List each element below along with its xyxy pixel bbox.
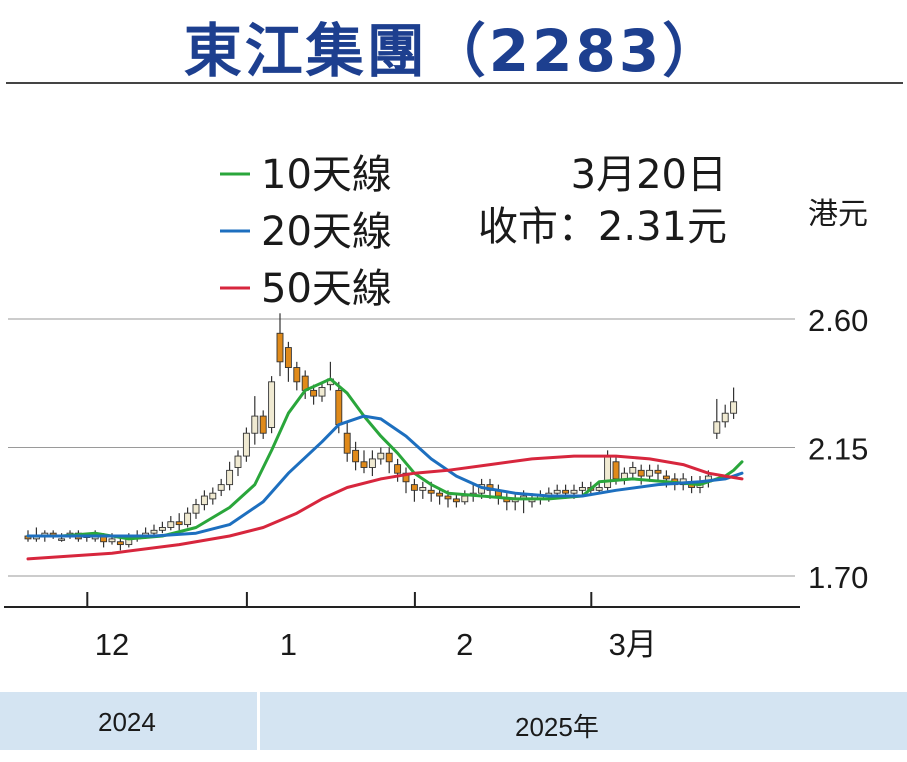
candle-body [251, 415, 259, 434]
candle-body [284, 347, 292, 368]
candle-body [167, 521, 175, 528]
title-divider [6, 82, 903, 84]
candle-body [377, 452, 385, 460]
legend-label: 20天線 [261, 209, 392, 255]
candle-body [335, 389, 343, 426]
candle-body [452, 498, 460, 503]
x-axis: 12 1 2 3月 [4, 592, 800, 662]
candle-body [553, 489, 561, 494]
candle-body [268, 381, 276, 428]
ma-line-10 [26, 377, 744, 541]
candle-body [646, 469, 654, 477]
candle-body [713, 421, 721, 434]
candle-body [226, 469, 234, 486]
date-label: 3月20日 [571, 152, 727, 198]
candle-body [343, 432, 351, 454]
candle-body [360, 461, 368, 468]
candle-body [721, 412, 729, 423]
candle-body [108, 538, 116, 543]
chart-title: 東江集團（2283） [183, 17, 724, 85]
candle-body [570, 489, 578, 494]
candle-body [612, 461, 620, 480]
ma-line-50 [26, 454, 744, 561]
moving-averages [26, 377, 744, 561]
candle-body [562, 489, 570, 494]
x-tick-label: 12 [95, 627, 129, 662]
year-divider [257, 692, 260, 750]
candle-body [276, 332, 284, 363]
candle-body [192, 504, 200, 514]
candle-body [419, 487, 427, 491]
x-tick-label: 2 [456, 627, 473, 662]
candle-body [629, 467, 637, 474]
candle-body [595, 487, 603, 491]
candle-body [461, 495, 469, 503]
candle-body [410, 484, 418, 491]
candle-body [242, 432, 250, 457]
candle-body [310, 389, 318, 397]
y-tick-label: 1.70 [808, 560, 868, 595]
candle-body [604, 455, 612, 488]
candle-body [259, 415, 267, 434]
x-tick-label: 3月 [609, 627, 657, 662]
candle-body [184, 512, 192, 526]
candle-body [234, 455, 242, 468]
candles [24, 313, 738, 551]
y-axis: 2.60 2.15 1.70 港元 [808, 197, 868, 595]
candle-body [444, 495, 452, 500]
close-price-label: 收市：2.31元 [478, 204, 727, 250]
legend-label: 50天線 [261, 266, 392, 312]
ma-line-20 [26, 414, 744, 538]
candle-body [654, 469, 662, 474]
candle-body [385, 452, 393, 463]
year-label-2025: 2025年 [515, 712, 599, 742]
legend: 10天線 20天線 50天線 [220, 152, 392, 312]
year-band [0, 692, 907, 750]
x-tick-label: 1 [280, 627, 297, 662]
candle-body [293, 367, 301, 383]
legend-label: 10天線 [261, 152, 392, 198]
candle-body [318, 387, 326, 397]
candle-body [175, 521, 183, 526]
grid-lines [8, 318, 795, 577]
candle-body [352, 449, 360, 463]
candle-body [368, 458, 376, 468]
candle-body [116, 541, 124, 546]
candle-body [394, 464, 402, 474]
candle-body [158, 527, 166, 531]
candle-body [637, 469, 645, 477]
candle-body [730, 401, 738, 414]
candle-body [427, 489, 435, 494]
candle-body [209, 492, 217, 500]
candle-body [217, 484, 225, 491]
y-tick-label: 2.15 [808, 432, 868, 467]
y-unit-label: 港元 [808, 197, 868, 232]
candle-body [58, 538, 66, 541]
candle-body [436, 492, 444, 497]
candle-body [200, 495, 208, 506]
y-tick-label: 2.60 [808, 303, 868, 338]
year-label-2024: 2024 [98, 707, 156, 737]
candle-body [662, 475, 670, 480]
candle-body [150, 529, 158, 534]
candle-body [578, 487, 586, 491]
